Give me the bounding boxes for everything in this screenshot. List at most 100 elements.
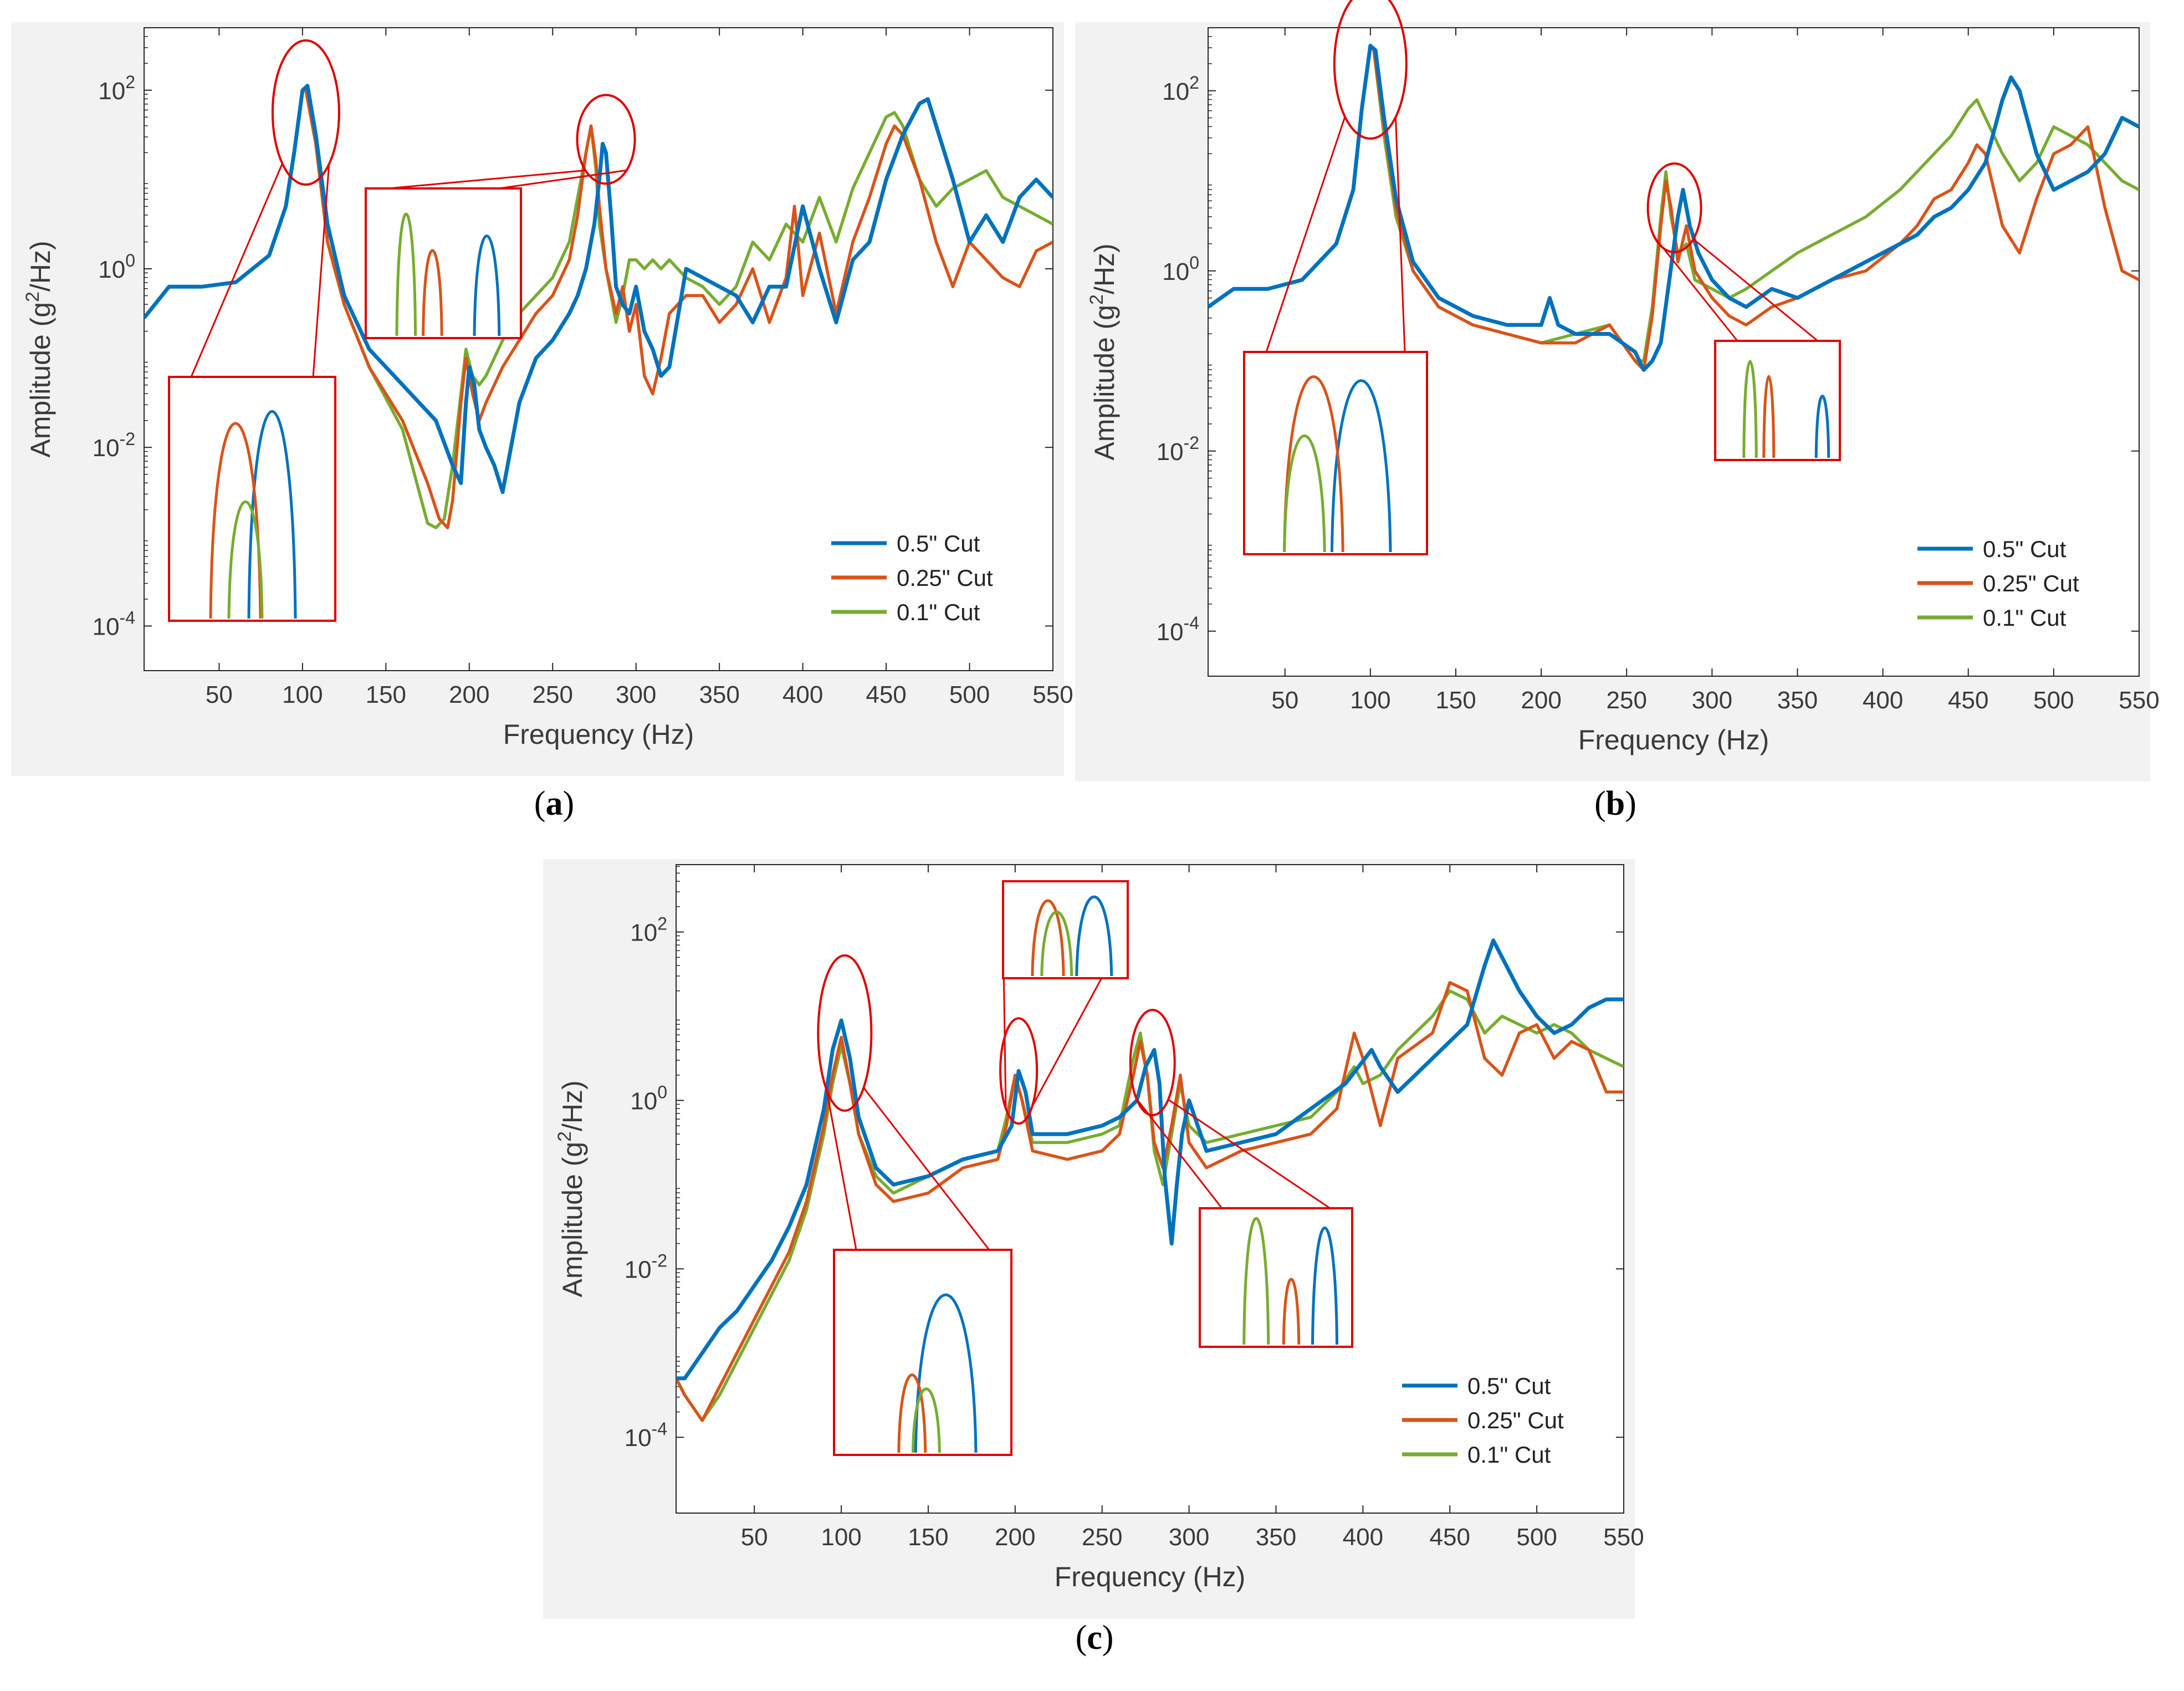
zoom-inset <box>825 1086 1012 1456</box>
x-tick-label: 550 <box>2119 687 2159 714</box>
legend-label-orange: 0.25" Cut <box>897 565 993 591</box>
panel-caption: (b) <box>1594 785 1636 822</box>
y-tick-label: 100 <box>630 1082 667 1115</box>
zoom-peak-orange <box>1283 375 1344 553</box>
series-line-blue <box>676 938 1624 1381</box>
legend: 0.5" Cut 0.25" Cut 0.1" Cut <box>831 530 993 625</box>
highlight-ellipse <box>1129 1009 1176 1117</box>
y-axis-title: Amplitude (g2/Hz) <box>1086 243 1120 460</box>
y-tick-label: 100 <box>98 251 135 283</box>
x-tick-label: 200 <box>449 681 489 708</box>
series-group <box>1208 44 2139 372</box>
zoom-peak-orange <box>1031 899 1065 977</box>
zoom-peak-blue <box>914 1293 978 1453</box>
zoom-peak-blue <box>1311 1227 1338 1345</box>
x-tick-label: 150 <box>908 1524 948 1551</box>
y-axis-title: Amplitude (g2/Hz) <box>22 241 56 457</box>
zoom-connector <box>1136 1099 1223 1209</box>
y-axis: 102 100 10-2 10-4 <box>93 27 1053 640</box>
zoom-peak-blue <box>1814 395 1830 458</box>
highlight-markers <box>817 954 1176 1125</box>
x-axis-title: Frequency (Hz) <box>1578 724 1769 755</box>
zoom-peak-orange <box>1762 375 1776 458</box>
zoom-connector <box>1265 116 1346 352</box>
legend-label-orange: 0.25" Cut <box>1983 570 2079 596</box>
highlight-ellipse <box>817 954 873 1112</box>
series-group <box>676 938 1624 1422</box>
zoom-inset-box <box>1243 351 1428 555</box>
y-tick-label: 10-2 <box>625 1250 667 1283</box>
x-tick-label: 300 <box>1169 1524 1209 1551</box>
legend-label-green: 0.1" Cut <box>1467 1442 1551 1468</box>
series-line-orange <box>676 980 1624 1422</box>
x-tick-label: 150 <box>1435 687 1476 714</box>
legend-label-green: 0.1" Cut <box>897 599 980 625</box>
x-axis: 50 100 150 200 250 300 350 400 450 500 550 <box>1271 28 2160 714</box>
zoom-inset <box>168 162 336 622</box>
zoom-peak-green <box>227 500 264 619</box>
panel-caption: (a) <box>534 785 574 822</box>
x-tick-label: 250 <box>1607 687 1647 714</box>
x-tick-label: 450 <box>1948 687 1988 714</box>
x-tick-label: 100 <box>821 1524 861 1551</box>
zoom-connector <box>862 1086 990 1250</box>
y-tick-label: 102 <box>630 914 667 947</box>
legend-label-orange: 0.25" Cut <box>1467 1407 1564 1433</box>
highlight-ellipse <box>271 39 340 186</box>
zoom-inset <box>1002 880 1129 1108</box>
highlight-markers <box>271 39 636 186</box>
x-tick-label: 100 <box>282 681 323 708</box>
x-tick-label: 400 <box>1343 1524 1383 1551</box>
x-tick-label: 450 <box>866 681 906 708</box>
x-tick-label: 350 <box>699 681 739 708</box>
panel-caption: (c) <box>1076 1619 1114 1657</box>
x-tick-label: 500 <box>2033 687 2074 714</box>
x-tick-label: 50 <box>1271 687 1298 714</box>
x-tick-label: 200 <box>995 1524 1035 1551</box>
x-tick-label: 300 <box>616 681 656 708</box>
zoom-peak-blue <box>473 234 501 336</box>
zoom-connector <box>1655 238 1738 341</box>
series-line-blue <box>1208 44 2139 372</box>
highlight-ellipse <box>1333 0 1408 140</box>
x-axis: 50 100 150 200 250 300 350 400 450 500 550 <box>741 865 1644 1551</box>
x-tick-label: 250 <box>1082 1524 1122 1551</box>
zoom-peak-green <box>1242 1217 1270 1345</box>
zoom-connector <box>498 169 627 190</box>
zoom-inset <box>1655 238 1841 461</box>
legend-label-blue: 0.5" Cut <box>897 530 980 556</box>
chart-panel-b: 50 100 150 200 250 300 350 400 450 500 55010210010… <box>1075 0 2160 822</box>
legend: 0.5" Cut 0.25" Cut 0.1" Cut <box>1402 1373 1564 1468</box>
zoom-peak-orange <box>897 1373 927 1453</box>
zoom-inset-box <box>1199 1207 1353 1348</box>
x-tick-label: 250 <box>533 681 573 708</box>
zoom-connector <box>1167 1099 1331 1209</box>
y-tick-label: 10-2 <box>93 429 135 462</box>
y-tick-label: 10-4 <box>625 1419 667 1452</box>
y-axis-title: Amplitude (g2/Hz) <box>554 1080 588 1297</box>
y-tick-label: 10-4 <box>1157 613 1199 646</box>
y-tick-label: 102 <box>98 72 135 105</box>
zoom-connector <box>1394 116 1406 352</box>
zoom-peak-orange <box>422 249 443 336</box>
y-tick-label: 102 <box>1162 73 1199 105</box>
x-tick-label: 100 <box>1350 687 1390 714</box>
y-tick-label: 10-2 <box>1157 433 1199 466</box>
x-tick-label: 300 <box>1692 687 1732 714</box>
x-tick-label: 50 <box>206 681 233 708</box>
x-axis-title: Frequency (Hz) <box>503 719 694 750</box>
x-tick-label: 350 <box>1777 687 1818 714</box>
zoom-peak-blue <box>1075 895 1113 977</box>
zoom-peak-orange <box>1282 1278 1301 1345</box>
y-tick-label: 100 <box>1162 253 1199 285</box>
x-tick-label: 550 <box>1032 681 1073 708</box>
series-group <box>144 84 1053 529</box>
chart-panel-a: 50 100 150 200 250 300 350 400 450 500 55010210010… <box>11 22 1073 822</box>
x-tick-label: 50 <box>741 1524 768 1551</box>
x-tick-label: 400 <box>1863 687 1903 714</box>
zoom-peak-orange <box>209 422 262 619</box>
legend-label-green: 0.1" Cut <box>1983 605 2067 631</box>
x-axis: 50 100 150 200 250 300 350 400 450 500 550 <box>206 28 1073 708</box>
x-tick-label: 350 <box>1256 1524 1296 1551</box>
